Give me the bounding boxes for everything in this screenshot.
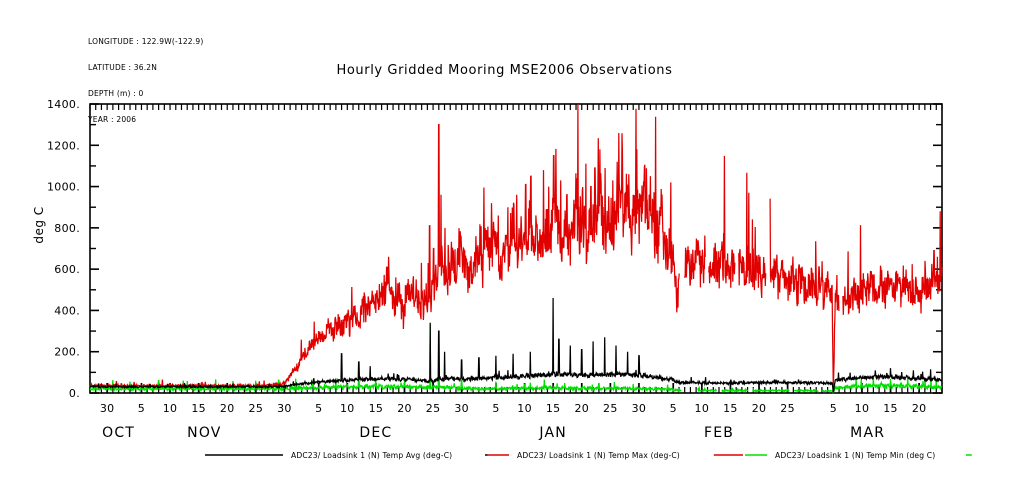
series-temp-min-segment — [697, 386, 717, 393]
x-tick-label: 20 — [752, 402, 767, 415]
series-temp-max-segment — [769, 198, 840, 389]
x-tick-label: 5 — [670, 402, 677, 415]
x-tick-label: 10 — [340, 402, 355, 415]
x-tick-label: 25 — [603, 402, 618, 415]
x-axis-month-label: DEC — [359, 425, 392, 441]
series-temp-avg-segment — [89, 297, 943, 393]
x-tick-label: 20 — [912, 402, 927, 415]
x-tick-label: 25 — [249, 402, 264, 415]
y-tick-label: 1000. — [47, 181, 80, 194]
legend-label: ADC23/ Loadsink 1 (N) Temp Max (deg-C) — [517, 451, 680, 460]
x-tick-label: 5 — [492, 402, 499, 415]
x-axis-month-label: NOV — [187, 425, 221, 441]
y-axis: 0. 200. 400. 600. 800. 1000. 1200. 1400. — [47, 98, 942, 400]
x-tick-label: 30 — [277, 402, 292, 415]
legend-label: ADC23/ Loadsink 1 (N) Temp Avg (deg-C) — [291, 451, 452, 460]
series-temp-max-segment — [708, 155, 736, 289]
x-tick-label: 10 — [855, 402, 870, 415]
x-tick-label: 15 — [191, 402, 206, 415]
series-temp-min-segment — [89, 324, 682, 394]
metadata-block: LONGITUDE : 122.9W(-122.9) LATITUDE : 36… — [88, 21, 203, 133]
y-tick-label: 800. — [54, 222, 80, 235]
series-temp-avg — [89, 297, 943, 393]
series-temp-max-segment — [684, 235, 706, 288]
y-tick-label: 1200. — [47, 139, 80, 152]
x-tick-label: 5 — [138, 402, 145, 415]
x-axis-month-label: OCT — [102, 425, 135, 441]
y-tick-label: 1400. — [47, 98, 80, 111]
chart-legend: ADC23/ Loadsink 1 (N) Temp Avg (deg-C) AD… — [205, 451, 972, 460]
x-tick-label: 20 — [574, 402, 589, 415]
x-tick-label: 25 — [780, 402, 795, 415]
y-tick-label: 0. — [69, 387, 80, 400]
metadata-year: YEAR : 2006 — [88, 114, 137, 124]
series-temp-min-segment — [821, 377, 943, 395]
series-temp-min — [89, 324, 943, 395]
x-tick-label: 10 — [163, 402, 178, 415]
metadata-latitude: LATITUDE : 36.2N — [88, 62, 158, 72]
x-tick-label: 10 — [517, 402, 532, 415]
series-temp-min-segment — [721, 387, 749, 394]
x-tick-label: 25 — [426, 402, 441, 415]
x-tick-label: 5 — [830, 402, 837, 415]
x-tick-label: 30 — [632, 402, 647, 415]
x-tick-label: 20 — [397, 402, 412, 415]
chart-title: Hourly Gridded Mooring MSE2006 Observati… — [336, 63, 673, 78]
series-temp-min-segment — [793, 388, 819, 393]
y-tick-label: 200. — [54, 346, 80, 359]
y-tick-label: 600. — [54, 263, 80, 276]
series-temp-max-segment — [738, 172, 767, 299]
x-tick-label: 15 — [369, 402, 384, 415]
legend-label: ADC23/ Loadsink 1 (N) Temp Min (deg C) — [775, 451, 935, 460]
series-temp-min-segment — [752, 387, 790, 393]
x-axis-month-label: FEB — [704, 425, 734, 441]
x-axis-month-label: JAN — [538, 425, 567, 441]
series-temp-max-segment — [89, 103, 680, 390]
x-tick-label: 30 — [454, 402, 469, 415]
x-tick-label: 15 — [546, 402, 561, 415]
x-axis-month-label: MAR — [850, 425, 885, 441]
x-tick-label: 15 — [883, 402, 898, 415]
x-tick-label: 10 — [695, 402, 710, 415]
y-tick-label: 400. — [54, 304, 80, 317]
x-tick-label: 5 — [315, 402, 322, 415]
x-tick-label: 30 — [100, 402, 115, 415]
metadata-longitude: LONGITUDE : 122.9W(-122.9) — [88, 37, 204, 47]
x-tick-label: 20 — [220, 402, 235, 415]
x-tick-label: 15 — [723, 402, 738, 415]
series-temp-max-segment — [842, 211, 943, 315]
series-temp-max — [89, 103, 943, 390]
metadata-depth: DEPTH (m) : 0 — [88, 88, 144, 98]
